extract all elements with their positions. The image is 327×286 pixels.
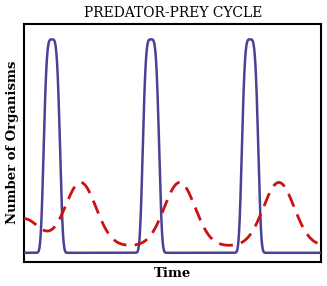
Y-axis label: Number of Organisms: Number of Organisms: [6, 61, 19, 225]
Title: PREDATOR-PREY CYCLE: PREDATOR-PREY CYCLE: [84, 5, 262, 19]
X-axis label: Time: Time: [154, 267, 191, 281]
